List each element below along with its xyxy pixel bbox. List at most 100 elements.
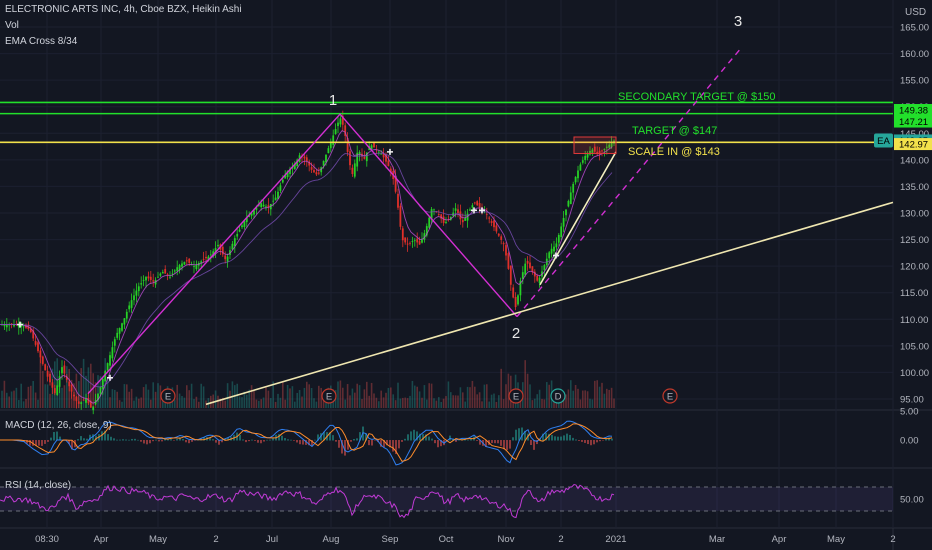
volume-bar [6, 392, 8, 408]
candle-body [608, 144, 611, 148]
candle-body [313, 170, 315, 173]
macd-pane[interactable] [0, 420, 613, 466]
candle-body [536, 275, 539, 281]
macd-histogram-bar [476, 440, 478, 441]
volume-bar [572, 390, 574, 408]
candle-body [89, 401, 92, 408]
macd-histogram-bar [575, 439, 577, 441]
candle-body [406, 243, 409, 245]
candle-body [569, 192, 572, 205]
candle-body [75, 396, 78, 402]
candle-body [70, 384, 73, 392]
volume-bar [8, 396, 10, 408]
macd-histogram-bar [77, 439, 79, 441]
macd-histogram-bar [293, 440, 295, 441]
macd-histogram-bar [59, 436, 61, 441]
candle-body [317, 172, 320, 174]
macd-histogram-bar [557, 436, 559, 441]
candle-body [584, 155, 587, 160]
candle-body [176, 267, 179, 271]
volume-bar [284, 399, 286, 408]
macd-histogram-bar [323, 431, 325, 441]
volume-bar [536, 394, 538, 408]
volume-bar [3, 380, 6, 408]
macd-histogram-bar [401, 440, 403, 442]
horizontal-levels[interactable] [0, 101, 893, 144]
candle-body [236, 233, 239, 237]
macd-histogram-bar [47, 440, 49, 442]
time-tick-label: 2 [890, 534, 895, 545]
volume-bar [596, 380, 598, 408]
volume-bar [260, 399, 262, 408]
volume-bar [277, 393, 279, 408]
macd-histogram-bar [83, 438, 85, 441]
candle-body [365, 152, 368, 162]
volume-bar [87, 367, 90, 408]
currency-label: USD [905, 7, 927, 18]
event-marker-label: E [326, 392, 332, 403]
candle-body [363, 156, 366, 159]
candle-body [413, 240, 416, 242]
volume-bar [176, 384, 178, 408]
volume-bar [241, 397, 243, 408]
macd-histogram-bar [218, 440, 220, 445]
volume-bar [296, 392, 298, 408]
candle-body [346, 138, 349, 152]
macd-histogram-bar [86, 438, 88, 441]
volume-bar [582, 390, 584, 408]
macd-histogram-bar [350, 440, 352, 442]
macd-histogram-bar [119, 439, 121, 441]
macd-histogram-bar [194, 440, 196, 441]
wave-drawings[interactable]: 1 2 3 [17, 13, 894, 406]
cross-marker [553, 252, 559, 259]
macd-tick-label: 0.00 [900, 436, 919, 447]
volume-bar [483, 384, 486, 408]
volume-bar [541, 398, 543, 408]
volume-bar [255, 399, 258, 408]
macd-legend: MACD (12, 26, close, 9) [5, 420, 112, 431]
wave-label: 2 [512, 325, 520, 342]
macd-histogram-bar [542, 433, 544, 441]
volume-bar [44, 384, 46, 408]
volume-bar [262, 397, 265, 408]
volume-bar [594, 380, 596, 408]
candle-body [195, 264, 198, 270]
candle-body [284, 175, 287, 179]
time-tick-label: May [149, 534, 167, 545]
candle-body [159, 273, 162, 276]
candle-body [334, 129, 337, 135]
macd-histogram-bar [158, 440, 160, 442]
volume-bar [342, 387, 344, 408]
volume-bar [193, 399, 195, 408]
ema-fast-line [0, 130, 613, 404]
time-axis[interactable]: 08:30 Apr May 2 Jul Aug Sep Oct Nov 2 2021 Mar Apr Ma… [35, 534, 896, 545]
rsi-legend: RSI (14, close) [5, 480, 72, 491]
candle-body [272, 200, 275, 202]
candle-body [190, 264, 193, 266]
volume-bar [567, 389, 570, 408]
level-annotation: SECONDARY TARGET @ $150 [618, 91, 776, 103]
volume-bar [188, 390, 190, 408]
cross-marker [107, 374, 113, 381]
candle-body [121, 323, 123, 331]
volume-bar [116, 391, 118, 408]
candle-body [401, 228, 404, 241]
volume-bar [183, 397, 186, 408]
macd-histogram-bar [284, 438, 286, 441]
macd-histogram-bar [281, 435, 283, 441]
volume-bar [222, 397, 224, 408]
channel-line [539, 151, 617, 286]
rsi-pane[interactable] [0, 483, 893, 519]
volume-bar [423, 385, 426, 408]
macd-histogram-bar [179, 437, 181, 441]
macd-histogram-bar [554, 436, 556, 441]
cross-marker [17, 321, 23, 328]
macd-histogram-bar [182, 438, 184, 441]
volume-bar [126, 384, 128, 408]
volume-bar [224, 400, 226, 408]
candle-body [387, 160, 390, 167]
price-axis[interactable]: 165.00160.00155.00150.00145.00140.00135.… [874, 23, 932, 506]
candle-body [111, 347, 114, 359]
